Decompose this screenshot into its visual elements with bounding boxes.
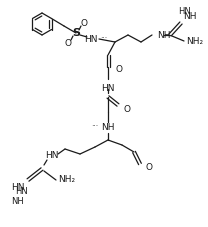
Text: NH₂: NH₂ (186, 37, 203, 45)
Text: NH₂: NH₂ (58, 175, 75, 185)
Text: O: O (124, 104, 131, 114)
Text: NH: NH (101, 123, 115, 131)
Text: HN: HN (11, 183, 25, 192)
Text: NH: NH (183, 12, 197, 21)
Text: HN: HN (178, 7, 191, 17)
Text: HN: HN (101, 84, 115, 93)
Text: S: S (72, 28, 80, 38)
Text: NH: NH (157, 30, 171, 39)
Text: HN: HN (45, 151, 59, 160)
Text: ···: ··· (91, 123, 98, 131)
Text: O: O (80, 18, 88, 27)
Text: O: O (145, 163, 152, 173)
Text: O: O (64, 39, 72, 47)
Text: NH: NH (12, 197, 24, 207)
Text: HN: HN (84, 35, 98, 44)
Text: ···: ··· (100, 35, 107, 44)
Text: HN: HN (16, 188, 28, 197)
Text: O: O (116, 66, 123, 74)
